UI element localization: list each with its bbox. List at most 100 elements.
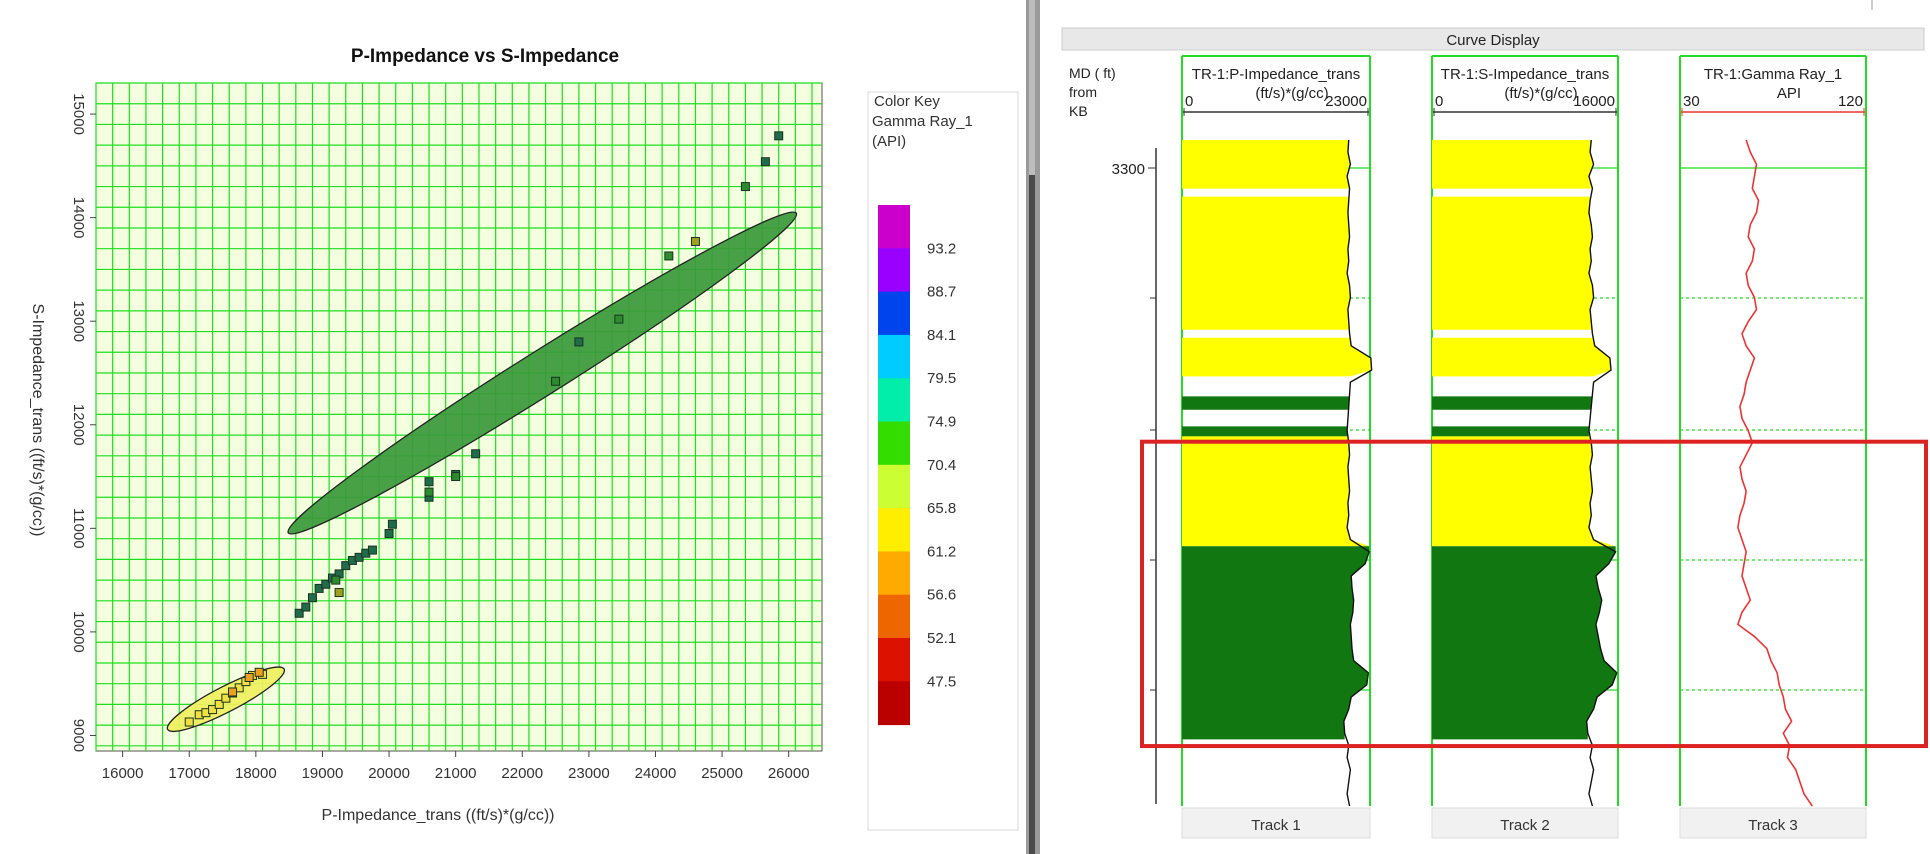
legend-swatch (878, 378, 910, 422)
data-point (664, 251, 674, 261)
legend-label: 74.9 (927, 414, 956, 431)
track-unit: API (1777, 85, 1801, 102)
track-name: Track 3 (1748, 817, 1797, 834)
data-point (614, 314, 624, 324)
lithology-fill-low (1432, 546, 1617, 740)
legend-label: 65.8 (927, 500, 956, 517)
data-point (384, 529, 394, 539)
data-point (208, 705, 218, 715)
depth-label-line: KB (1069, 103, 1088, 119)
data-point (321, 579, 331, 589)
legend-label: 47.5 (927, 673, 956, 690)
legend-label: 79.5 (927, 370, 956, 387)
data-point (228, 687, 238, 697)
data-point (740, 182, 750, 192)
x-tick-label: 19000 (302, 765, 344, 782)
data-points (184, 131, 784, 727)
legend-label: 52.1 (927, 630, 956, 647)
data-point (551, 376, 561, 386)
track-footer (1679, 807, 1867, 839)
data-point (254, 667, 264, 677)
data-point (451, 472, 461, 482)
x-tick-label: 26000 (768, 765, 810, 782)
track-min: 30 (1683, 93, 1700, 110)
y-tick-label: 14000 (70, 197, 87, 239)
y-axis-label: S-Impedance_trans ((ft/s)*(g/cc)) (29, 304, 46, 537)
data-point (331, 575, 341, 585)
track-footer (1181, 807, 1371, 839)
curve-display-title: Curve Display (1446, 32, 1540, 49)
legend-swatch (878, 551, 910, 596)
lithology-fill-high (1432, 337, 1612, 377)
y-tick-labels: 9000 10000 11000 12000 13000 14000 15000 (70, 93, 96, 752)
lithology-fill-low (1182, 546, 1370, 740)
legend-swatch (878, 594, 910, 639)
track-unit: (ft/s)*(g/cc) (1255, 85, 1328, 102)
data-point (184, 717, 194, 727)
x-tick-label: 16000 (102, 765, 144, 782)
x-tick-label: 22000 (501, 765, 543, 782)
data-point (367, 545, 377, 555)
lithology-fill-low (1182, 396, 1350, 410)
plot-grid (95, 82, 822, 751)
x-tick-label: 17000 (168, 765, 210, 782)
data-point (387, 519, 397, 529)
track-max: 23000 (1325, 93, 1367, 110)
legend-swatch (878, 334, 910, 379)
data-point (760, 157, 770, 167)
legend-swatch (878, 464, 910, 509)
lithology-fill-low (1432, 426, 1589, 437)
x-tick-label: 23000 (568, 765, 610, 782)
legend-label: 84.1 (927, 327, 956, 344)
lithology-fill-high (1182, 337, 1372, 377)
data-point (294, 608, 304, 618)
legend-title-line: Gamma Ray_1 (872, 113, 973, 130)
legend-swatch (878, 248, 910, 293)
crossplot-title: P-Impedance vs S-Impedance (351, 46, 619, 67)
data-point (424, 487, 434, 497)
depth-axis-label: MD ( ft) from KB (1069, 65, 1116, 119)
curve-display-chart: Curve Display MD ( ft) from KB 3300 TR-1:P… (1061, 0, 1928, 839)
impedance-curve (1343, 139, 1373, 807)
data-point (690, 236, 700, 246)
y-tick-label: 11000 (70, 508, 87, 549)
data-point (574, 337, 584, 347)
data-point (334, 588, 344, 598)
x-tick-label: 24000 (635, 765, 677, 782)
lithology-fill-high (1432, 436, 1616, 547)
lithology-fill-high (1182, 140, 1351, 189)
track-unit: (ft/s)*(g/cc) (1504, 85, 1577, 102)
track-min: 0 (1435, 93, 1443, 110)
depth-ticks: 3300 (1112, 161, 1156, 691)
cluster-ellipse (287, 211, 798, 535)
depth-tick-label: 3300 (1112, 161, 1145, 178)
legend-label: 61.2 (927, 543, 956, 560)
curve-display-panel: Curve Display MD ( ft) from KB 3300 TR-1:P… (1042, 0, 1930, 854)
legend-swatch (878, 205, 910, 249)
legend-swatch (878, 508, 910, 552)
x-axis-label: P-Impedance_trans ((ft/s)*(g/cc)) (322, 807, 555, 824)
legend-label: 88.7 (927, 284, 956, 301)
legend-swatch (878, 638, 910, 682)
data-point (341, 561, 351, 571)
scrollbar-track[interactable] (1029, 0, 1035, 854)
track-min: 0 (1185, 93, 1193, 110)
crossplot-panel: P-Impedance vs S-Impedance 16000 17000 180… (29, 46, 1019, 831)
log-tracks: TR-1:P-Impedance_trans (ft/s)*(g/cc) 0 2300… (1181, 55, 1867, 839)
data-point (774, 131, 784, 141)
x-tick-labels: 16000 17000 18000 19000 20000 21000 22000 23000… (102, 751, 810, 782)
lithology-fill-high (1182, 436, 1370, 547)
legend-swatch (878, 421, 910, 466)
data-point (244, 672, 254, 682)
data-point (424, 477, 434, 487)
y-tick-label: 10000 (70, 611, 87, 653)
color-key-legend: 93.2 88.7 84.1 79.5 74.9 70.4 65.8 61.2 56.6 52.1… (878, 205, 956, 726)
y-tick-label: 13000 (70, 300, 87, 342)
scrollbar-thumb[interactable] (1029, 0, 1035, 175)
lithology-fill-low (1182, 426, 1348, 437)
track-curve-name: TR-1:S-Impedance_trans (1441, 66, 1609, 83)
track-name: Track 1 (1251, 817, 1300, 834)
x-tick-label: 20000 (368, 765, 410, 782)
curve-display-header (1061, 27, 1925, 51)
lithology-fill-low (1432, 396, 1593, 410)
